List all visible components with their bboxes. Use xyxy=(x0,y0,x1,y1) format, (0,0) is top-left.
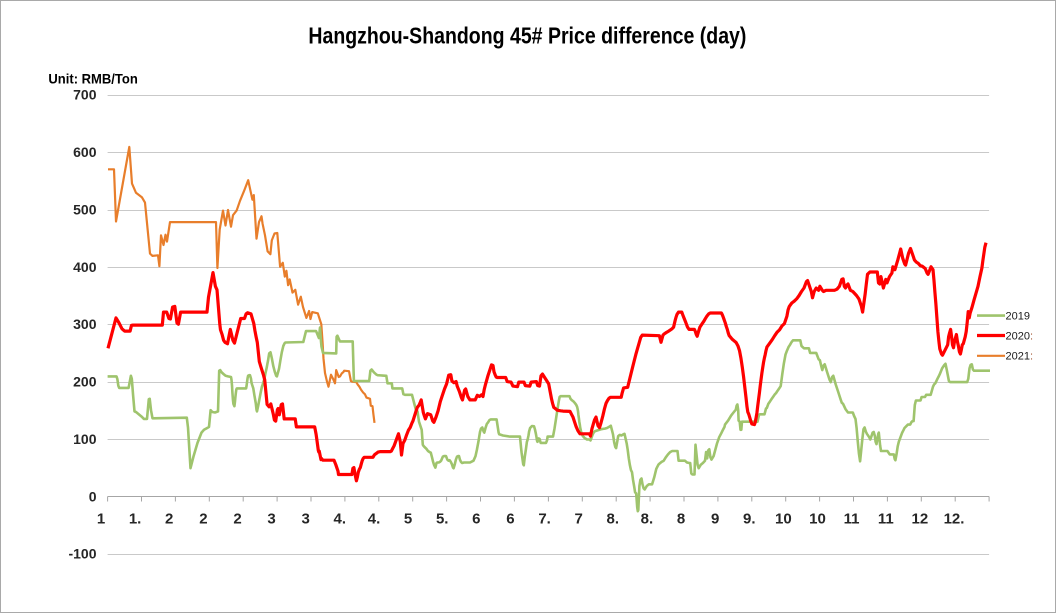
svg-text:400: 400 xyxy=(73,259,97,275)
svg-text:0: 0 xyxy=(89,488,97,504)
svg-text:Unit: RMB/Ton: Unit: RMB/Ton xyxy=(48,70,137,86)
svg-text:10: 10 xyxy=(775,511,792,528)
svg-text:6: 6 xyxy=(506,511,514,528)
svg-text:3: 3 xyxy=(302,511,310,528)
svg-text:1: 1 xyxy=(97,511,105,528)
svg-text:7.: 7. xyxy=(538,511,551,528)
svg-text:5: 5 xyxy=(404,511,412,528)
svg-text:200: 200 xyxy=(73,374,97,390)
svg-text:4.: 4. xyxy=(334,511,347,528)
svg-text:7: 7 xyxy=(575,511,583,528)
svg-text:3: 3 xyxy=(267,511,275,528)
svg-text:700: 700 xyxy=(73,87,97,103)
svg-text:2: 2 xyxy=(233,511,241,528)
svg-text:12.: 12. xyxy=(944,511,965,528)
svg-text:8: 8 xyxy=(677,511,685,528)
svg-text:2: 2 xyxy=(199,511,207,528)
svg-text:2021:: 2021: xyxy=(1006,351,1034,363)
svg-text:9: 9 xyxy=(711,511,719,528)
svg-text:9.: 9. xyxy=(743,511,756,528)
svg-text:5.: 5. xyxy=(436,511,449,528)
svg-text:600: 600 xyxy=(73,144,97,160)
svg-text:11: 11 xyxy=(878,511,894,528)
svg-text:-100: -100 xyxy=(68,546,96,562)
svg-text:100: 100 xyxy=(73,431,97,447)
svg-text:8.: 8. xyxy=(607,511,620,528)
svg-text:Hangzhou-Shandong 45# Price di: Hangzhou-Shandong 45# Price difference (… xyxy=(308,22,746,48)
svg-text:500: 500 xyxy=(73,202,97,218)
svg-text:6: 6 xyxy=(472,511,480,528)
svg-text:11: 11 xyxy=(844,511,860,528)
svg-text:2020:: 2020: xyxy=(1006,331,1034,343)
svg-text:4.: 4. xyxy=(368,511,381,528)
svg-text:1.: 1. xyxy=(129,511,142,528)
svg-text:2: 2 xyxy=(165,511,173,528)
svg-text:12: 12 xyxy=(912,511,929,528)
svg-text:8.: 8. xyxy=(641,511,654,528)
svg-text:300: 300 xyxy=(73,316,97,332)
svg-text:2019: 2019 xyxy=(1006,311,1030,323)
svg-text:10: 10 xyxy=(809,511,826,528)
